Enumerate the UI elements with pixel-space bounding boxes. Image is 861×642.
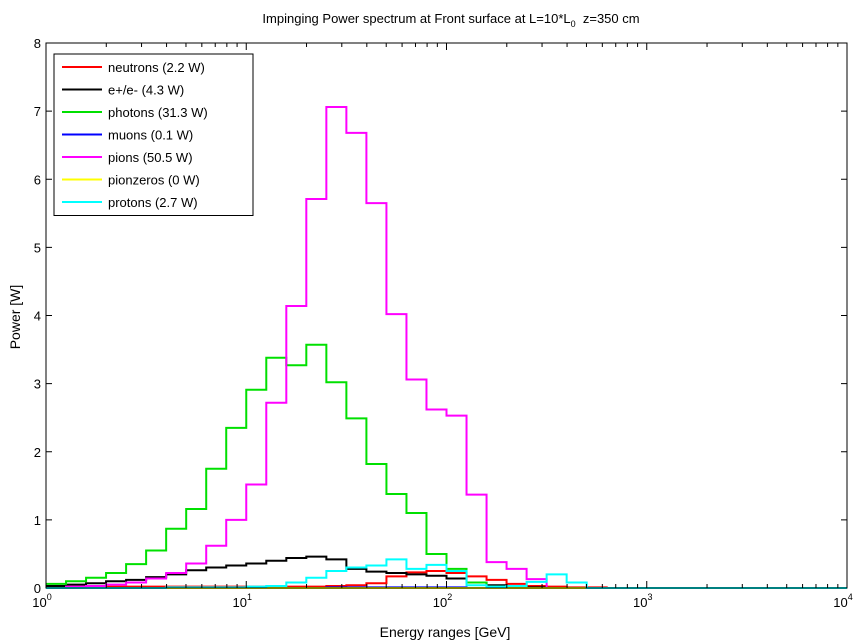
series-line-6 xyxy=(46,558,847,589)
axes-layer: 0 1 2 3 4 5 6 7 8 100 101 102 103 104 xyxy=(32,36,852,610)
y-tick-label: 4 xyxy=(34,309,41,324)
legend-label-2: photons (31.3 W) xyxy=(108,105,208,120)
x-tick-label: 103 xyxy=(633,592,652,610)
x-axis-label: Energy ranges [GeV] xyxy=(380,624,511,640)
y-tick-label: 7 xyxy=(34,104,41,119)
x-tick-label: 100 xyxy=(32,592,51,610)
y-tick-label: 8 xyxy=(34,36,41,51)
legend-label-4: pions (50.5 W) xyxy=(108,150,193,165)
legend-label-5: pionzeros (0 W) xyxy=(108,173,200,188)
legend: neutrons (2.2 W) e+/e- (4.3 W) photons (31… xyxy=(53,53,254,216)
chart-title: Impinging Power spectrum at Front surfac… xyxy=(262,11,639,29)
y-tick-label: 2 xyxy=(34,445,41,460)
y-tick-label: 0 xyxy=(34,581,41,596)
y-tick-label: 3 xyxy=(34,377,41,392)
legend-label-1: e+/e- (4.3 W) xyxy=(108,83,184,98)
y-axis-label: Power [W] xyxy=(7,285,23,350)
legend-label-0: neutrons (2.2 W) xyxy=(108,60,205,75)
x-tick-label: 104 xyxy=(833,592,852,610)
legend-label-6: protons (2.7 W) xyxy=(108,195,198,210)
series-line-4 xyxy=(46,106,847,589)
x-tick-label: 101 xyxy=(233,592,252,610)
legend-label-3: muons (0.1 W) xyxy=(108,128,193,143)
y-tick-label: 6 xyxy=(34,172,41,187)
y-tick-label: 1 xyxy=(34,513,41,528)
y-tick-label: 5 xyxy=(34,240,41,255)
x-tick-label: 102 xyxy=(433,592,452,610)
